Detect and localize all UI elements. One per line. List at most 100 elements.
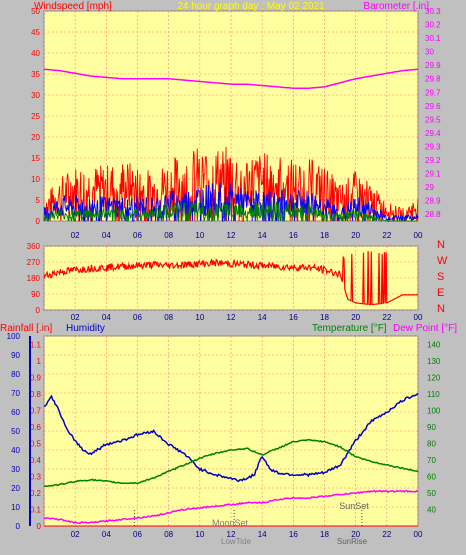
windspeed-tick-label: 10 <box>31 175 40 184</box>
barometer-tick-label: 29.5 <box>425 115 441 124</box>
rainfall-tick-label: 0.3 <box>30 472 42 481</box>
windspeed-tick-label: 40 <box>31 49 40 58</box>
time-tick-label: 04 <box>102 231 111 240</box>
time-tick-label: 14 <box>258 231 267 240</box>
rainfall-tick-label: 0.9 <box>30 373 42 382</box>
time-tick-label: 04 <box>102 530 111 539</box>
time-tick-label: 12 <box>227 530 236 539</box>
time-tick-label: 10 <box>195 530 204 539</box>
humidity-tick-label: 30 <box>11 465 20 474</box>
series-humidity <box>43 392 419 483</box>
direction-tick-label: 0 <box>36 306 41 315</box>
barometer-tick-label: 30 <box>425 48 434 57</box>
time-tick-label: 18 <box>320 313 329 322</box>
time-tick-label: 02 <box>71 530 80 539</box>
time-tick-label: 06 <box>133 313 142 322</box>
time-tick-label: 20 <box>351 231 360 240</box>
time-tick-label: 22 <box>382 231 391 240</box>
time-tick-label: 16 <box>289 313 298 322</box>
barometer-tick-label: 30.2 <box>425 21 441 30</box>
temperature-axis-title: Temperature [°F] <box>312 323 387 334</box>
rainfall-tick-label: 0.4 <box>30 456 42 465</box>
time-tick-label: 02 <box>71 231 80 240</box>
barometer-tick-label: 29.9 <box>425 61 441 70</box>
barometer-line <box>43 68 419 89</box>
time-tick-label: 06 <box>133 231 142 240</box>
rainfall-tick-label: 0.7 <box>30 406 42 415</box>
rainfall-tick-label: 0.1 <box>30 505 42 514</box>
temperature-tick-label: 140 <box>427 340 441 349</box>
time-tick-label: 10 <box>195 231 204 240</box>
barometer-tick-label: 29.8 <box>425 75 441 84</box>
series-temperature <box>43 438 419 488</box>
windspeed-tick-label: 15 <box>31 154 40 163</box>
temperature-tick-label: 130 <box>427 357 441 366</box>
time-tick-label: 16 <box>289 530 298 539</box>
temperature-tick-label: 90 <box>427 423 436 432</box>
barometer-tick-label: 29.4 <box>425 129 441 138</box>
compass-label: W <box>437 255 448 267</box>
rainfall-tick-label: 0 <box>37 522 42 531</box>
time-tick-label: 22 <box>382 530 391 539</box>
time-tick-label: 10 <box>195 313 204 322</box>
time-tick-label: 12 <box>227 313 236 322</box>
barometer-tick-label: 29 <box>425 183 434 192</box>
humidity-tick-label: 40 <box>11 446 20 455</box>
sunrise-label: SunRise <box>337 537 368 546</box>
temperature-panel-background <box>43 335 419 527</box>
time-tick-label: 00 <box>414 530 423 539</box>
windspeed-tick-label: 5 <box>36 196 41 205</box>
windspeed-tick-label: 35 <box>31 70 40 79</box>
humidity-tick-label: 20 <box>11 484 20 493</box>
wind-series-gust <box>43 146 419 222</box>
windspeed-tick-label: 0 <box>36 217 41 226</box>
time-tick-label: 20 <box>351 530 360 539</box>
barometer-tick-label: 28.8 <box>425 210 441 219</box>
temperature-tick-label: 60 <box>427 472 436 481</box>
time-tick-label: 08 <box>164 313 173 322</box>
series-dew-point <box>43 489 419 525</box>
time-tick-label: 00 <box>414 231 423 240</box>
rainfall-tick-label: 1 <box>37 357 42 366</box>
rainfall-tick-label: 0.8 <box>30 390 42 399</box>
humidity-tick-label: 50 <box>11 427 20 436</box>
lowtide-label: LowTide <box>221 537 251 546</box>
time-tick-label: 00 <box>414 313 423 322</box>
windspeed-axis-title: Windspeed [mph] <box>34 1 112 12</box>
rainfall-axis-title: Rainfall [.in] <box>0 323 52 334</box>
humidity-tick-label: 80 <box>11 370 20 379</box>
dewpoint-axis-title: Dew Point [°F] <box>393 323 457 334</box>
wind-direction-line <box>43 251 418 306</box>
rainfall-tick-label: 0.6 <box>30 423 42 432</box>
time-tick-label: 20 <box>351 313 360 322</box>
temperature-tick-label: 50 <box>427 489 436 498</box>
time-tick-label: 08 <box>164 231 173 240</box>
moonset-label: MoonSet <box>212 518 249 528</box>
humidity-tick-label: 60 <box>11 408 20 417</box>
time-tick-label: 08 <box>164 530 173 539</box>
compass-label: N <box>437 239 445 251</box>
barometer-axis-title: Barometer [.in] <box>363 1 429 12</box>
humidity-tick-label: 90 <box>11 351 20 360</box>
time-tick-label: 12 <box>227 231 236 240</box>
rainfall-tick-label: 0.5 <box>30 439 42 448</box>
barometer-tick-label: 30.1 <box>425 34 441 43</box>
compass-label: N <box>437 303 445 315</box>
compass-label: E <box>437 287 444 299</box>
time-tick-label: 22 <box>382 313 391 322</box>
barometer-tick-label: 28.9 <box>425 197 441 206</box>
graph-title: 24 hour graph day : May 02 2021 <box>177 1 325 12</box>
temperature-tick-label: 40 <box>427 505 436 514</box>
humidity-axis-title: Humidity <box>66 323 105 334</box>
time-tick-label: 16 <box>289 231 298 240</box>
direction-tick-label: 270 <box>27 258 41 267</box>
temperature-tick-label: 120 <box>427 373 441 382</box>
direction-tick-label: 360 <box>27 242 41 251</box>
time-tick-label: 14 <box>258 530 267 539</box>
temperature-tick-label: 70 <box>427 456 436 465</box>
humidity-tick-label: 10 <box>11 503 20 512</box>
humidity-tick-label: 0 <box>16 522 21 531</box>
windspeed-tick-label: 25 <box>31 112 40 121</box>
barometer-tick-label: 29.6 <box>425 102 441 111</box>
time-tick-label: 14 <box>258 313 267 322</box>
